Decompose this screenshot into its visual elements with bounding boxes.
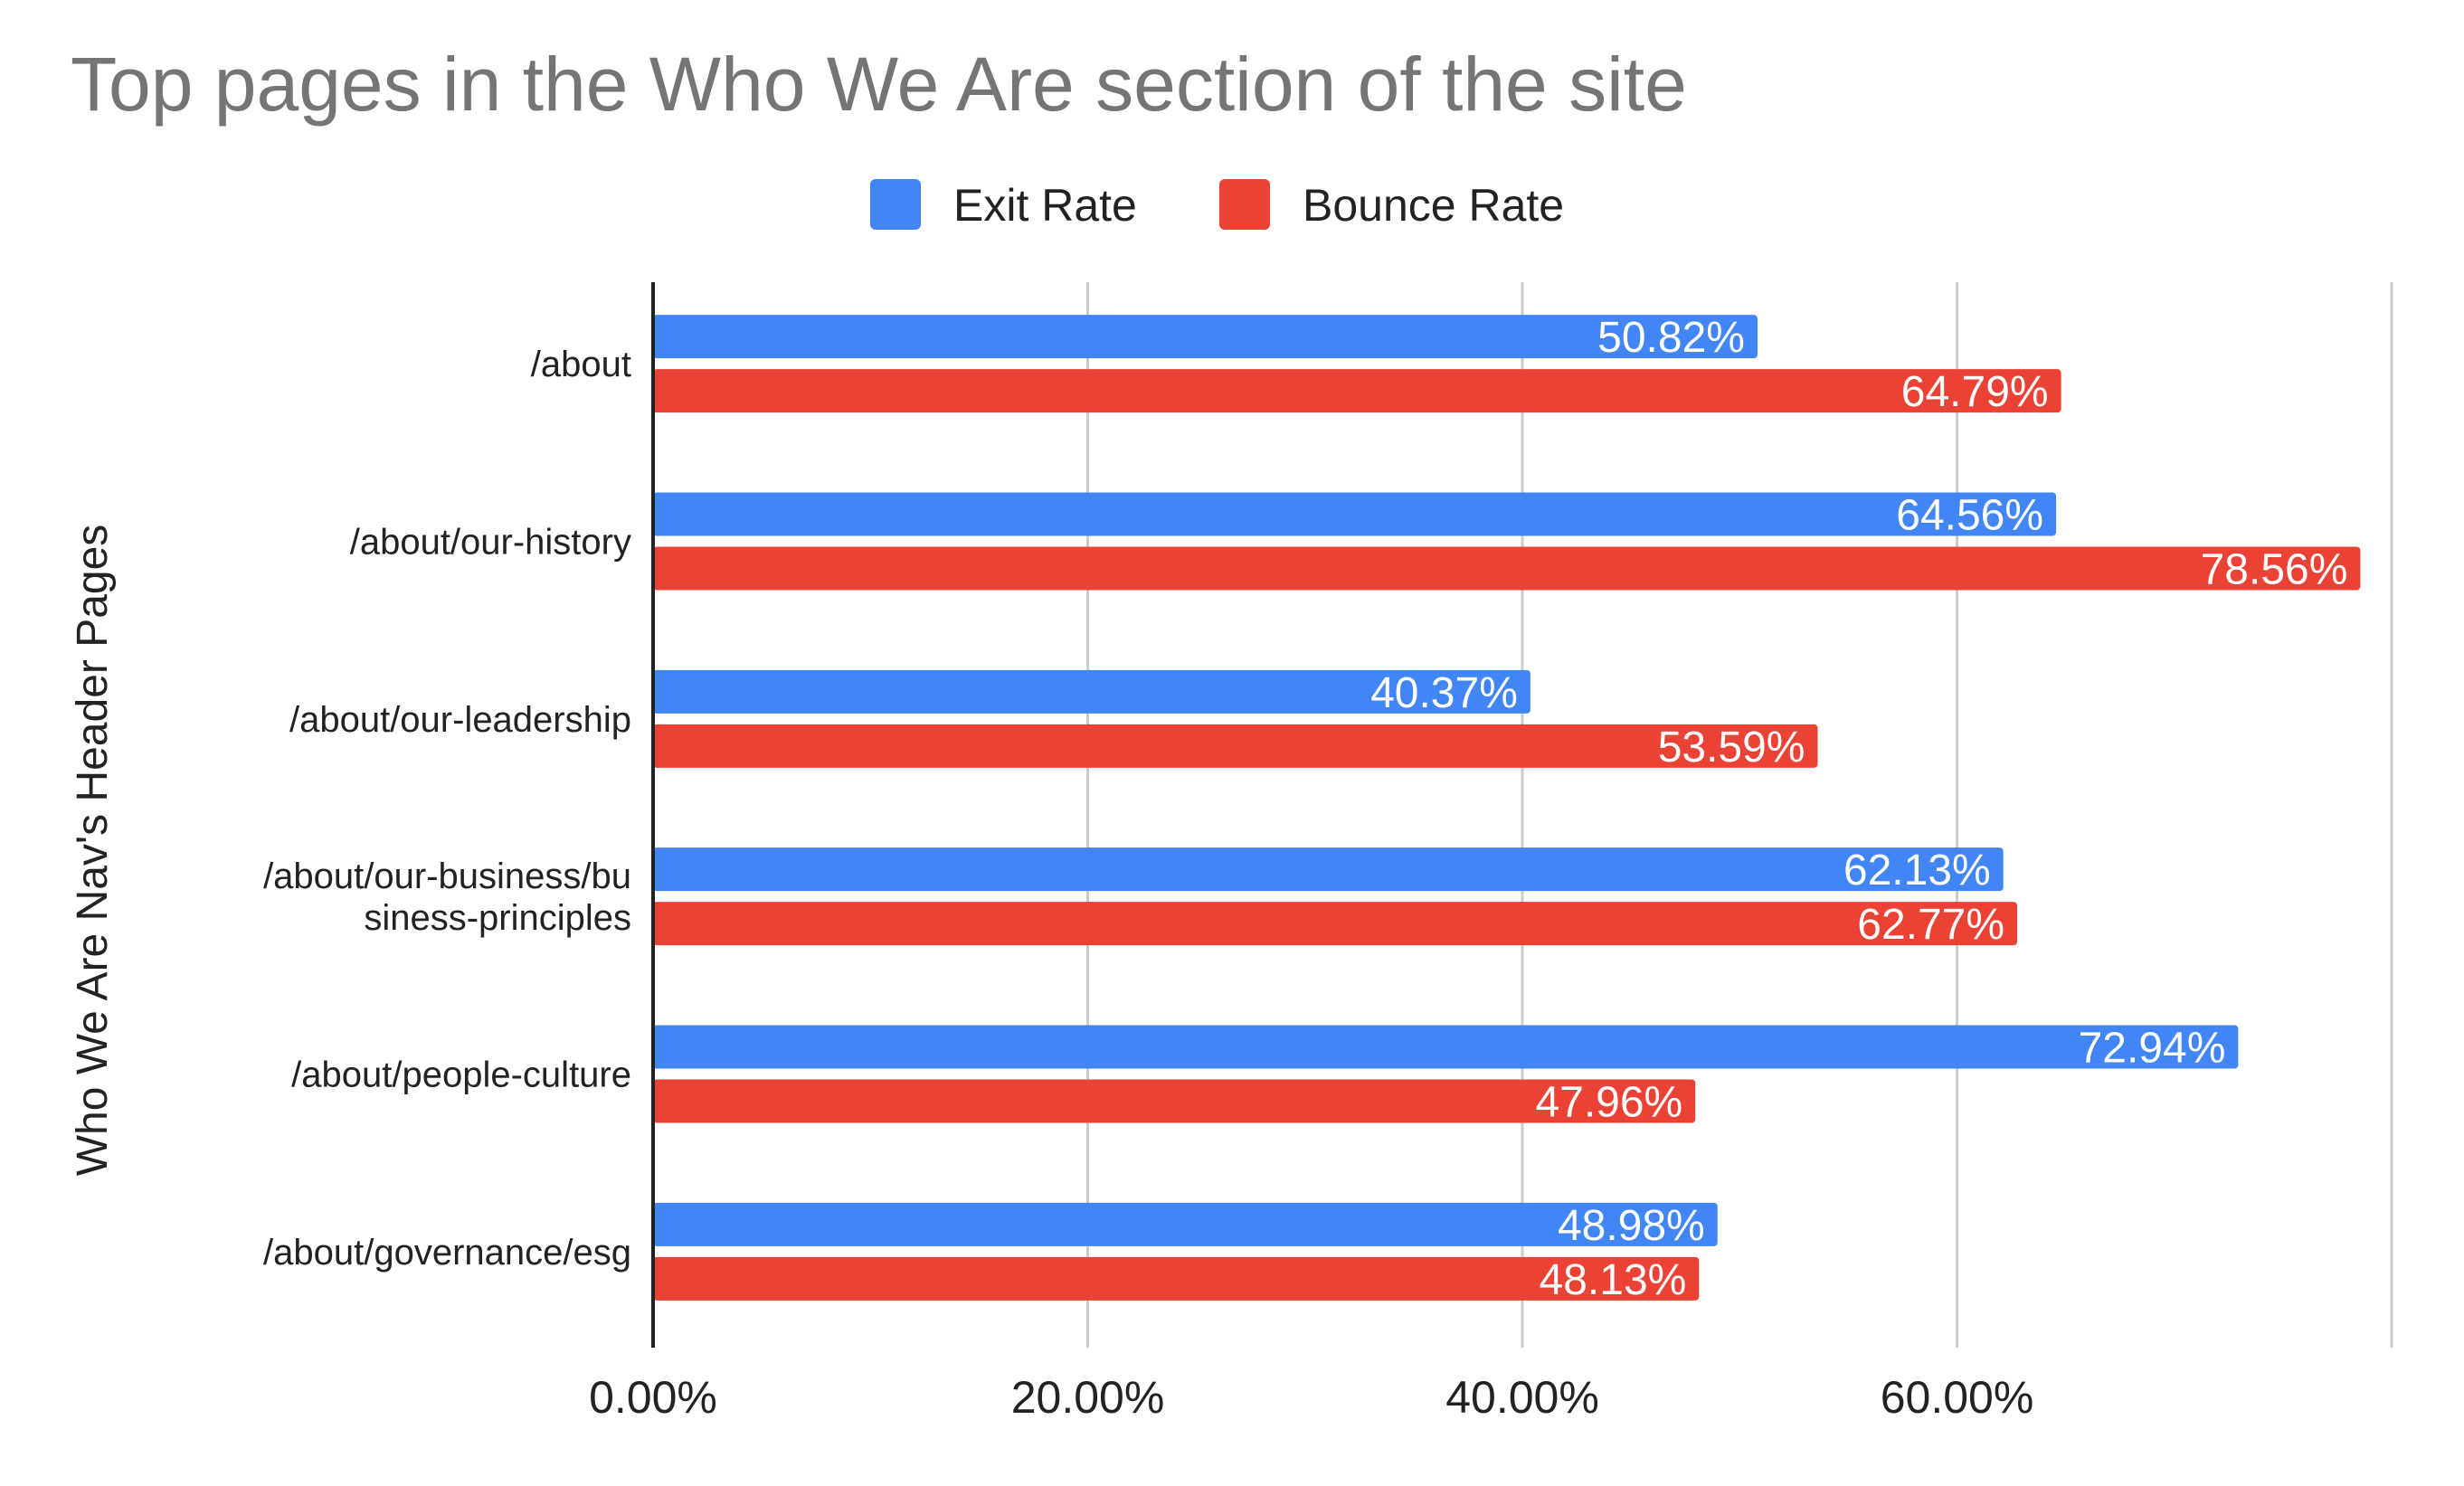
data-label-exit-rate: 64.56% <box>1896 492 2043 540</box>
category-label: /about <box>531 345 631 384</box>
bar-exit-rate <box>653 847 2004 892</box>
bar-bounce-rate <box>653 1256 1700 1301</box>
category-label: /about/our-business/bu <box>263 857 631 896</box>
data-label-exit-rate: 48.98% <box>1558 1202 1705 1250</box>
bar-bounce-rate <box>653 546 2361 591</box>
data-label-exit-rate: 72.94% <box>2079 1025 2226 1073</box>
bar-bounce-rate <box>653 369 2061 413</box>
bar-exit-rate <box>653 315 1758 359</box>
x-tick-label: 40.00% <box>1445 1372 1599 1423</box>
x-tick-label: 20.00% <box>1011 1372 1165 1423</box>
legend-swatch-exit-rate <box>870 179 921 230</box>
x-tick-label: 60.00% <box>1881 1372 2034 1423</box>
bar-bounce-rate <box>653 1079 1696 1123</box>
legend-swatch-bounce-rate <box>1219 179 1270 230</box>
category-label: /about/governance/esg <box>263 1233 631 1273</box>
x-tick-label: 0.00% <box>589 1372 717 1423</box>
category-label: /about/our-leadership <box>289 700 631 740</box>
data-label-exit-rate: 50.82% <box>1597 314 1745 362</box>
legend: Exit Rate Bounce Rate <box>870 179 1564 231</box>
data-label-bounce-rate: 53.59% <box>1658 724 1805 771</box>
bar-bounce-rate <box>653 724 1818 768</box>
bar-exit-rate <box>653 492 2057 536</box>
category-label: siness-principles <box>364 898 631 938</box>
legend-label-exit-rate: Exit Rate <box>953 180 1137 231</box>
data-label-bounce-rate: 62.77% <box>1857 901 2004 949</box>
category-label: /about/our-history <box>350 523 631 563</box>
legend-label-bounce-rate: Bounce Rate <box>1303 180 1564 231</box>
data-label-exit-rate: 40.37% <box>1370 669 1518 717</box>
bar-bounce-rate <box>653 902 2018 946</box>
data-label-bounce-rate: 47.96% <box>1535 1079 1682 1127</box>
data-label-bounce-rate: 78.56% <box>2201 546 2348 594</box>
data-label-exit-rate: 62.13% <box>1843 847 1991 894</box>
bar-exit-rate <box>653 1202 1718 1246</box>
y-axis-title: Who We Are Nav's Header Pages <box>69 525 117 1177</box>
labels: Top pages in the Who We Are section of t… <box>69 42 2347 1423</box>
bar-exit-rate <box>653 1025 2239 1069</box>
gridlines <box>1086 282 2393 1348</box>
category-label: /about/people-culture <box>291 1055 631 1095</box>
data-label-bounce-rate: 64.79% <box>1901 368 2049 416</box>
bars <box>653 315 2361 1301</box>
data-label-bounce-rate: 48.13% <box>1540 1256 1687 1304</box>
bar-exit-rate <box>653 669 1531 714</box>
chart-title: Top pages in the Who We Are section of t… <box>71 42 1687 127</box>
